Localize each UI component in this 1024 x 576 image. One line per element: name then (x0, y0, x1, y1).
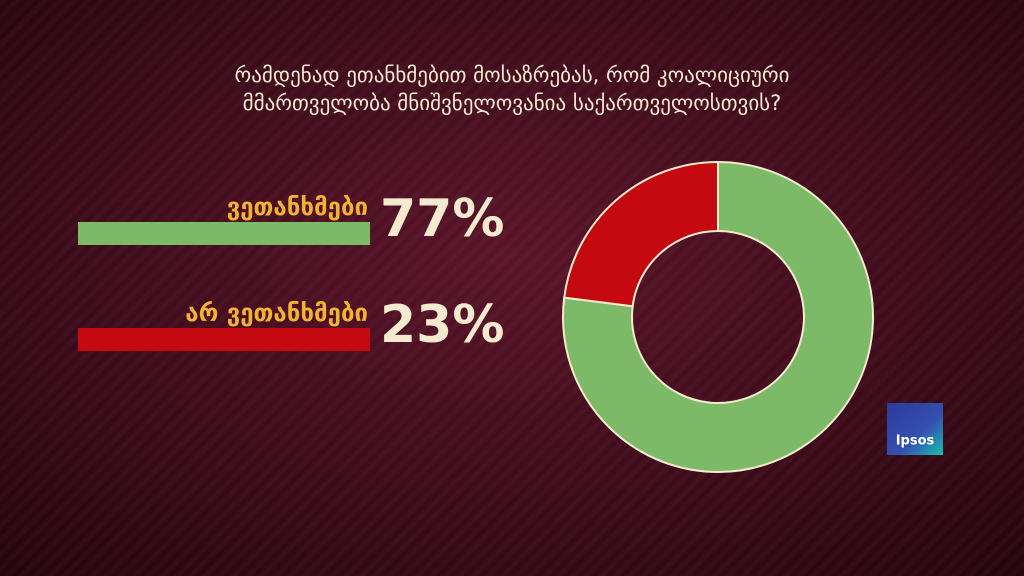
value-label: 77% (380, 189, 504, 249)
value-label: 23% (380, 295, 504, 355)
legend-label: ვეთანხმები (227, 193, 368, 221)
logo-text: Ipsos (896, 434, 935, 449)
logo-box (887, 403, 943, 455)
donut-slice (563, 160, 719, 308)
chart-title: მმართველობა მნიშვნელოვანია საქართველოსთვ… (243, 91, 782, 115)
legend-swatch (78, 328, 370, 351)
donut-slice (562, 160, 874, 473)
chart-title: რამდენად ეთანხმებით მოსაზრებას, რომ კოალ… (235, 63, 790, 87)
logo: Ipsos (887, 403, 943, 455)
legend-label: არ ვეთანხმები (185, 299, 368, 327)
legend-swatch (78, 222, 370, 245)
